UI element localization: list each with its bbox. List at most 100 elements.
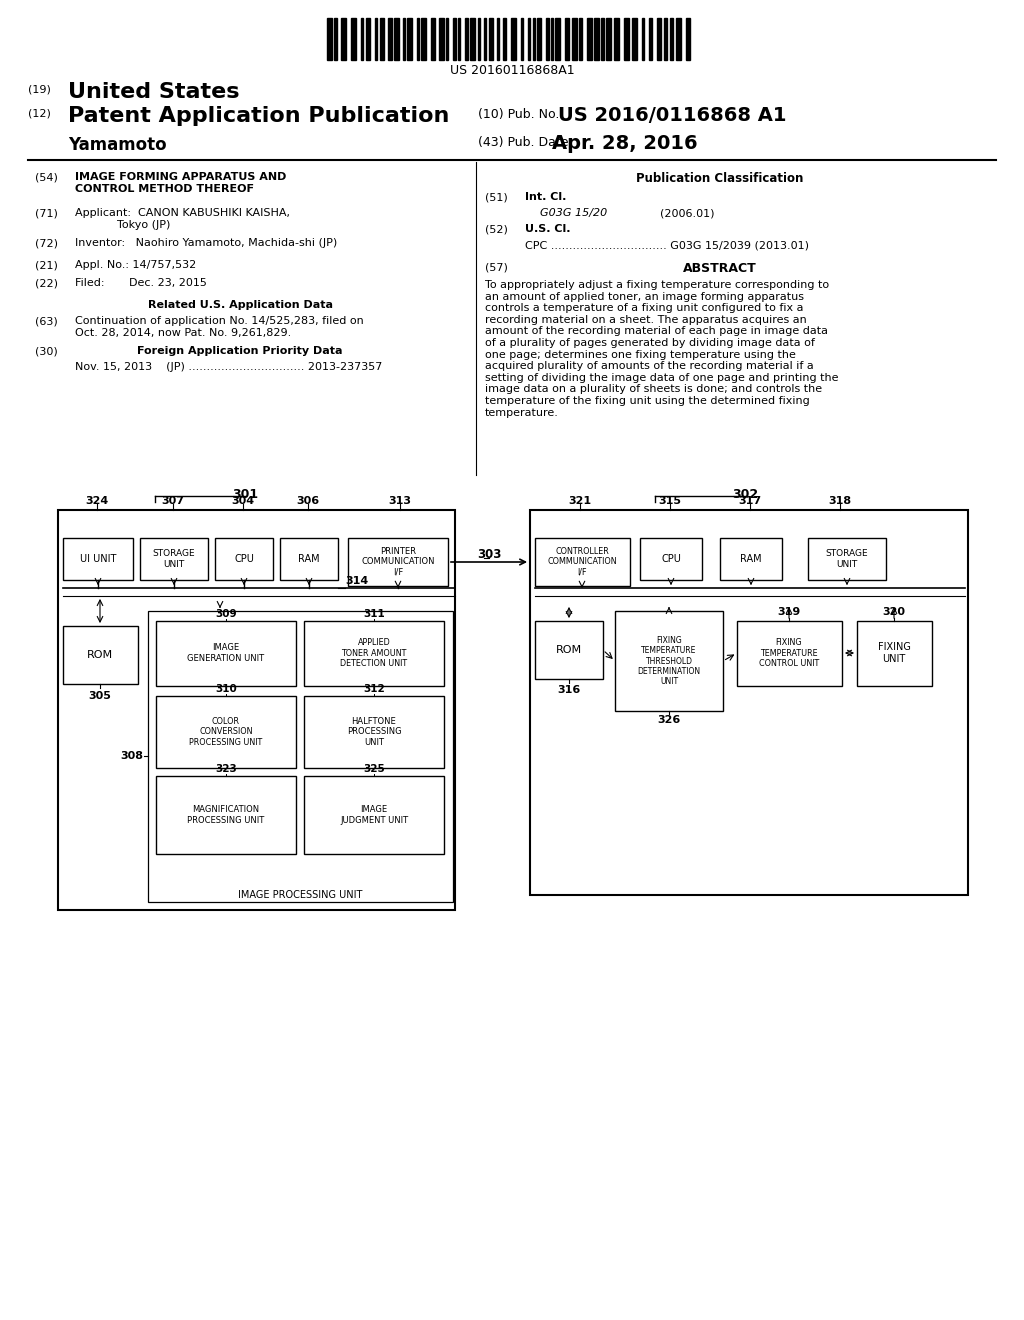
Text: 314: 314 — [345, 576, 369, 586]
Bar — [537, 18, 541, 59]
Text: (2006.01): (2006.01) — [660, 209, 715, 218]
Bar — [551, 18, 553, 59]
Bar — [808, 539, 886, 579]
Bar — [458, 18, 460, 59]
Text: 304: 304 — [231, 496, 255, 506]
Text: G03G 15/20: G03G 15/20 — [540, 209, 607, 218]
Bar — [375, 18, 377, 59]
Text: 313: 313 — [388, 496, 412, 506]
Text: 318: 318 — [828, 496, 852, 506]
Bar — [624, 18, 629, 59]
Bar — [657, 18, 662, 59]
Bar — [606, 18, 611, 59]
Text: (57): (57) — [485, 261, 508, 272]
Text: RAM: RAM — [740, 554, 762, 564]
Text: 315: 315 — [658, 496, 682, 506]
Bar — [421, 18, 426, 59]
Text: Yamamoto: Yamamoto — [68, 136, 167, 154]
Bar — [470, 18, 475, 59]
Bar — [601, 18, 604, 59]
Bar — [366, 18, 370, 59]
Bar — [686, 18, 690, 59]
Text: ABSTRACT: ABSTRACT — [683, 261, 757, 275]
Text: Int. Cl.: Int. Cl. — [525, 191, 566, 202]
Text: 306: 306 — [296, 496, 319, 506]
Bar — [614, 18, 618, 59]
Bar — [555, 18, 560, 59]
Text: 308: 308 — [120, 751, 143, 762]
Bar — [857, 620, 932, 686]
Text: (21): (21) — [35, 260, 58, 271]
Bar — [361, 18, 362, 59]
Bar — [304, 620, 444, 686]
Text: 321: 321 — [568, 496, 592, 506]
Bar — [503, 18, 506, 59]
Text: (71): (71) — [35, 209, 58, 218]
Bar — [156, 620, 296, 686]
Text: 310: 310 — [215, 684, 237, 694]
Text: IMAGE
GENERATION UNIT: IMAGE GENERATION UNIT — [187, 643, 264, 663]
Bar — [304, 776, 444, 854]
Bar — [388, 18, 392, 59]
Bar — [530, 510, 968, 895]
Text: 319: 319 — [777, 607, 801, 616]
Bar — [280, 539, 338, 579]
Bar — [534, 18, 535, 59]
Bar — [565, 18, 569, 59]
Bar — [642, 18, 644, 59]
Text: Applicant:  CANON KABUSHIKI KAISHA,
            Tokyo (JP): Applicant: CANON KABUSHIKI KAISHA, Tokyo… — [75, 209, 290, 230]
Bar — [572, 18, 577, 59]
Text: RAM: RAM — [298, 554, 319, 564]
Bar — [215, 539, 273, 579]
Bar — [497, 18, 499, 59]
Text: COLOR
CONVERSION
PROCESSING UNIT: COLOR CONVERSION PROCESSING UNIT — [189, 717, 262, 747]
Text: (10) Pub. No.:: (10) Pub. No.: — [478, 108, 563, 121]
Text: Inventor:   Naohiro Yamamoto, Machida-shi (JP): Inventor: Naohiro Yamamoto, Machida-shi … — [75, 238, 337, 248]
Text: 305: 305 — [88, 690, 112, 701]
Text: FIXING
TEMPERATURE
CONTROL UNIT: FIXING TEMPERATURE CONTROL UNIT — [759, 638, 819, 668]
Text: MAGNIFICATION
PROCESSING UNIT: MAGNIFICATION PROCESSING UNIT — [187, 805, 264, 825]
Bar — [676, 18, 681, 59]
Text: CPU: CPU — [662, 554, 681, 564]
Bar — [140, 539, 208, 579]
Bar — [403, 18, 406, 59]
Bar — [304, 696, 444, 768]
Text: CPC ................................ G03G 15/2039 (2013.01): CPC ................................ G03… — [525, 240, 809, 249]
Text: (51): (51) — [485, 191, 508, 202]
Text: 317: 317 — [738, 496, 762, 506]
Text: US 20160116868A1: US 20160116868A1 — [450, 63, 574, 77]
Text: PRINTER
COMMUNICATION
I/F: PRINTER COMMUNICATION I/F — [361, 546, 435, 577]
Bar — [439, 18, 444, 59]
Text: Foreign Application Priority Data: Foreign Application Priority Data — [137, 346, 343, 356]
Text: FIXING
TEMPERATURE
THRESHOLD
DETERMINATION
UNIT: FIXING TEMPERATURE THRESHOLD DETERMINATI… — [637, 636, 700, 686]
Text: STORAGE
UNIT: STORAGE UNIT — [825, 549, 868, 569]
Text: Patent Application Publication: Patent Application Publication — [68, 106, 450, 125]
Bar — [737, 620, 842, 686]
Text: Publication Classification: Publication Classification — [636, 172, 804, 185]
Bar — [351, 18, 356, 59]
Bar — [649, 18, 652, 59]
Text: (54): (54) — [35, 172, 58, 182]
Bar — [594, 18, 599, 59]
Text: ROM: ROM — [87, 649, 113, 660]
Text: HALFTONE
PROCESSING
UNIT: HALFTONE PROCESSING UNIT — [347, 717, 401, 747]
Bar — [453, 18, 456, 59]
Text: 312: 312 — [364, 684, 385, 694]
Text: U.S. Cl.: U.S. Cl. — [525, 224, 570, 234]
Bar — [521, 18, 523, 59]
Bar — [348, 539, 449, 586]
Bar — [720, 539, 782, 579]
Text: Continuation of application No. 14/525,283, filed on
Oct. 28, 2014, now Pat. No.: Continuation of application No. 14/525,2… — [75, 315, 364, 338]
Text: Appl. No.: 14/757,532: Appl. No.: 14/757,532 — [75, 260, 197, 271]
Bar — [478, 18, 480, 59]
Bar — [511, 18, 516, 59]
Text: STORAGE
UNIT: STORAGE UNIT — [153, 549, 196, 569]
Bar — [446, 18, 449, 59]
Bar — [670, 18, 673, 59]
Text: Filed:       Dec. 23, 2015: Filed: Dec. 23, 2015 — [75, 279, 207, 288]
Text: 325: 325 — [364, 764, 385, 774]
Bar — [664, 18, 667, 59]
Text: 309: 309 — [215, 609, 237, 619]
Bar — [640, 539, 702, 579]
Text: 302: 302 — [732, 488, 758, 502]
